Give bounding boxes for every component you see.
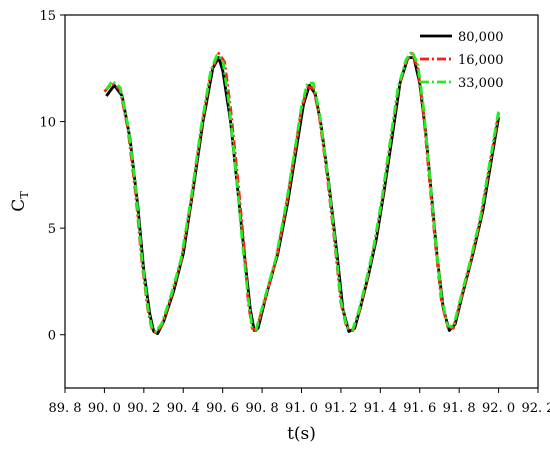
- axes-layer: 89. 8 90. 0 90. 2 90. 4 90. 6 90. 8 91. 0 91. 2…: [39, 9, 550, 416]
- x-tick-label: 92. 2: [521, 401, 550, 416]
- series-layer: [103, 49, 500, 335]
- y-axis-title: CT: [9, 191, 31, 212]
- legend-label-0: 80,000: [458, 30, 504, 45]
- x-tick-label: 89. 8: [48, 401, 81, 416]
- y-tick-label: 5: [48, 222, 56, 237]
- y-axis-title-subscript: T: [18, 191, 31, 199]
- x-tick-label: 90. 4: [167, 401, 200, 416]
- y-tick-label: 0: [48, 329, 56, 344]
- x-axis-title: t(s): [287, 424, 316, 444]
- x-tick-label: 90. 0: [88, 401, 121, 416]
- y-axis-title-main: C: [9, 199, 29, 212]
- x-tick-label: 91. 2: [324, 401, 357, 416]
- y-tick-label: 15: [39, 9, 56, 24]
- legend-label-1: 16,000: [458, 53, 504, 68]
- x-tick-label: 90. 6: [206, 401, 239, 416]
- x-tick-label: 91. 6: [403, 401, 436, 416]
- x-tick-label: 90. 2: [127, 401, 160, 416]
- x-tick-label: 92. 0: [482, 401, 515, 416]
- legend: 80,000 16,000 33,000: [420, 30, 504, 91]
- x-tick-label: 91. 0: [285, 401, 318, 416]
- x-tick-label: 90. 8: [246, 401, 279, 416]
- x-tick-label: 91. 4: [364, 401, 397, 416]
- legend-label-2: 33,000: [458, 76, 504, 91]
- x-tick-label: 91. 8: [443, 401, 476, 416]
- series-line-2: [105, 49, 500, 333]
- y-tick-label: 10: [39, 116, 56, 131]
